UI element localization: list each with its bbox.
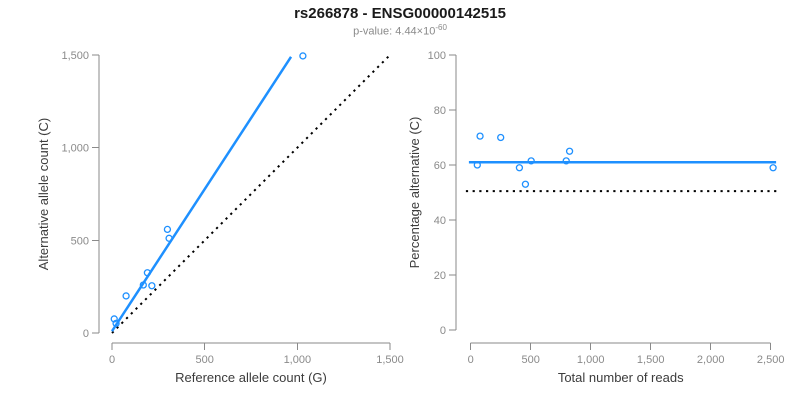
- left-y-tick-label: 500: [71, 235, 89, 247]
- left-y-tick-label: 1,500: [61, 50, 89, 62]
- right-data-point: [769, 164, 777, 172]
- page-title: rs266878 - ENSG00000142515: [294, 5, 506, 22]
- right-y-tick-label: 20: [434, 270, 446, 282]
- left-data-point: [110, 315, 118, 323]
- right-y-tick-label: 60: [434, 160, 446, 172]
- left-y-tick-label: 1,000: [61, 143, 89, 155]
- chart-header: rs266878 - ENSG00000142515 p-value: 4.44…: [0, 5, 800, 39]
- left-data-point: [299, 52, 307, 60]
- left-scatter-panel: 0 500 1,000 1,500 0 500 1,000 1,500 Alternative …: [36, 50, 404, 385]
- left-reference-dotted-line: [111, 54, 391, 334]
- left-x-tick-label: 1,500: [376, 354, 404, 366]
- right-x-tick-label: 1,000: [577, 354, 605, 366]
- right-data-point: [562, 157, 570, 165]
- right-x-tick-label: 500: [522, 354, 540, 366]
- right-x-tick-label: 0: [468, 354, 474, 366]
- left-x-tick-label: 1,000: [284, 354, 312, 366]
- right-y-tick-label: 40: [434, 215, 446, 227]
- right-scatter-panel: 0 20 40 60 80 100 0 500 1,000 1,500 2,000 2,500 Perc…: [407, 50, 784, 385]
- right-data-point: [521, 180, 530, 188]
- right-data-point: [515, 164, 524, 172]
- right-data-point: [476, 132, 484, 140]
- left-data-point: [122, 292, 130, 300]
- p-value-text: p-value: 4.44×10: [353, 25, 436, 38]
- left-x-tick-label: 0: [109, 354, 115, 366]
- p-value-exponent: -60: [435, 23, 447, 33]
- left-data-point: [148, 282, 156, 290]
- left-fit-line: [110, 56, 293, 332]
- left-x-tick-label: 500: [195, 354, 213, 366]
- left-x-axis-title: Reference allele count (G): [175, 370, 327, 385]
- left-data-point: [165, 234, 173, 242]
- right-data-point: [497, 133, 505, 142]
- right-data-point: [565, 147, 574, 155]
- left-data-point: [112, 319, 120, 328]
- right-y-axis-title: Percentage alternative (C): [407, 117, 422, 269]
- right-y-tick-label: 0: [440, 325, 446, 337]
- right-x-tick-label: 2,500: [757, 354, 785, 366]
- right-x-axis-title: Total number of reads: [558, 370, 684, 385]
- left-data-point: [139, 281, 147, 289]
- right-x-tick-label: 2,000: [697, 354, 725, 366]
- right-data-point: [527, 157, 535, 165]
- right-x-tick-label: 1,500: [637, 354, 665, 366]
- right-y-tick-label: 80: [434, 105, 446, 117]
- left-y-axis-title: Alternative allele count (C): [36, 118, 51, 270]
- right-data-point: [473, 161, 481, 169]
- p-value-subtitle: p-value: 4.44×10-60: [0, 23, 800, 38]
- left-data-point: [143, 269, 152, 277]
- right-y-tick-label: 100: [428, 50, 446, 62]
- left-y-tick-label: 0: [83, 328, 89, 340]
- left-data-point: [163, 225, 172, 234]
